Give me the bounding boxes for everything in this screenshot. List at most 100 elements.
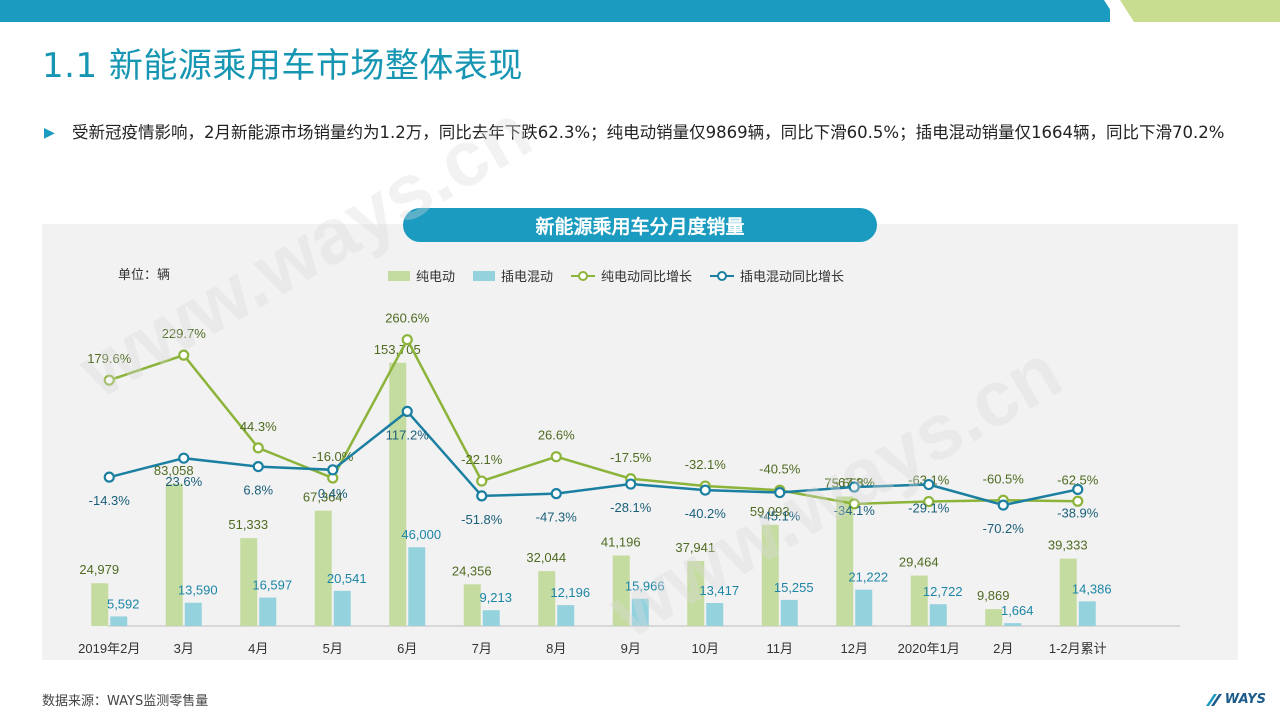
legend-item-phev-growth: 插电混动同比增长 [710, 266, 844, 285]
phev-growth-point [848, 481, 860, 493]
legend-label-bev: 纯电动 [416, 270, 456, 285]
bev-growth-label: -16.0% [312, 449, 354, 464]
bev-growth-point [848, 498, 860, 510]
bar-phev [631, 598, 649, 626]
phev-growth-label: -47.3% [536, 510, 578, 525]
x-tick-label: 7月 [472, 641, 492, 656]
x-tick-label: 9月 [621, 641, 641, 656]
bar-phev [408, 547, 426, 626]
bar-phev [855, 589, 873, 626]
bar-phev [557, 605, 575, 626]
bar-bev [165, 483, 183, 626]
data-label-phev: 9,213 [479, 590, 512, 605]
data-label-phev: 13,417 [699, 583, 739, 598]
bar-bev [240, 538, 258, 626]
bar-phev [706, 603, 724, 626]
phev-growth-label: 6.8% [243, 483, 273, 498]
bev-growth-label: -32.1% [685, 457, 727, 472]
x-tick-label: 4月 [248, 641, 268, 656]
phev-growth-point [625, 478, 637, 490]
bar-bev [612, 555, 630, 626]
data-label-phev: 5,592 [107, 596, 140, 611]
bev-growth-point [103, 374, 115, 386]
phev-growth-label: -29.1% [908, 501, 950, 516]
data-label-bev: 32,044 [526, 550, 566, 565]
phev-growth-label: -70.2% [983, 521, 1025, 536]
data-label-bev: 59,093 [750, 504, 790, 519]
bar-phev [1078, 601, 1096, 626]
phev-growth-point [699, 484, 711, 496]
bev-growth-label: 229.7% [162, 326, 207, 341]
ways-logo-icon [1205, 693, 1222, 706]
data-label-bev: 41,196 [601, 534, 641, 549]
legend-item-phev: 插电混动 [473, 266, 553, 285]
phev-growth-label: 0.4% [318, 486, 348, 501]
data-label-bev: 51,333 [228, 517, 268, 532]
phev-growth-label: -34.1% [834, 503, 876, 518]
x-tick-label: 2020年1月 [898, 641, 960, 656]
page-title: 1.1 新能源乘用车市场整体表现 [42, 46, 523, 86]
legend-line-bev-growth [571, 270, 596, 282]
bev-growth-label: 179.6% [87, 351, 132, 366]
x-tick-label: 2月 [993, 641, 1013, 656]
data-label-phev: 12,722 [923, 584, 963, 599]
phev-growth-point [1072, 483, 1084, 496]
data-label-bev: 39,333 [1048, 538, 1088, 553]
data-label-phev: 16,597 [252, 578, 292, 593]
phev-growth-label: 117.2% [386, 427, 430, 442]
phev-growth-label: -38.9% [1057, 505, 1099, 520]
bar-bev [687, 561, 705, 626]
top-banner [0, 0, 1280, 22]
bev-growth-line [108, 337, 1078, 506]
phev-growth-label: -14.3% [89, 493, 131, 508]
bar-bev [389, 362, 407, 626]
data-label-bev: 24,356 [452, 563, 492, 578]
legend-label-phev: 插电混动 [501, 270, 554, 285]
legend-item-bev-growth: 纯电动同比增长 [571, 266, 692, 285]
data-label-bev: 9,869 [977, 588, 1010, 603]
phev-growth-point [252, 461, 264, 473]
bar-bev [910, 575, 928, 626]
x-tick-label: 8月 [546, 641, 566, 656]
data-label-phev: 20,541 [327, 571, 367, 586]
legend-item-bev: 纯电动 [388, 266, 455, 285]
phev-growth-point [327, 464, 339, 476]
phev-growth-point [923, 478, 935, 491]
phev-growth-label: -51.8% [461, 512, 503, 527]
bar-bev [91, 583, 109, 626]
legend-line-phev-growth [710, 270, 735, 282]
bev-growth-label: -60.5% [983, 471, 1025, 486]
bar-bev [761, 524, 779, 626]
phev-growth-label: -28.1% [610, 500, 652, 515]
triangle-bullet-icon: ▶ [44, 125, 55, 141]
bar-phev [1004, 623, 1022, 626]
data-label-bev: 83,058 [154, 463, 194, 478]
data-label-phev: 15,966 [625, 579, 665, 594]
data-label-phev: 12,196 [550, 585, 590, 600]
bev-growth-label: -22.1% [461, 452, 503, 467]
phev-growth-label: 23.6% [165, 474, 202, 489]
summary-bullet: ▶ 受新冠疫情影响，2月新能源市场销量约为1.2万，同比去年下跌62.3%；纯电… [44, 118, 1240, 148]
phev-growth-point [997, 499, 1009, 511]
data-label-phev: 1,664 [1001, 603, 1034, 618]
bar-phev [184, 602, 202, 626]
bev-growth-point [923, 495, 935, 508]
bev-growth-label: -62.5% [1057, 472, 1099, 487]
bar-phev [259, 597, 277, 626]
x-tick-label: 1-2月累计 [1049, 641, 1107, 656]
phev-growth-line [108, 409, 1079, 507]
bev-growth-point [252, 442, 264, 454]
bar-phev [110, 616, 128, 626]
x-tick-label: 12月 [841, 641, 868, 656]
data-label-phev: 15,255 [774, 580, 814, 595]
data-label-bev: 37,941 [675, 540, 715, 555]
bev-growth-label: 26.6% [538, 428, 575, 443]
bar-phev [780, 599, 798, 626]
bar-bev [1059, 558, 1077, 626]
phev-growth-point [476, 490, 488, 502]
x-tick-label: 2019年2月 [78, 641, 140, 656]
phev-growth-point [178, 452, 190, 464]
data-label-phev: 14,386 [1072, 581, 1112, 596]
data-label-bev: 29,464 [899, 555, 939, 570]
